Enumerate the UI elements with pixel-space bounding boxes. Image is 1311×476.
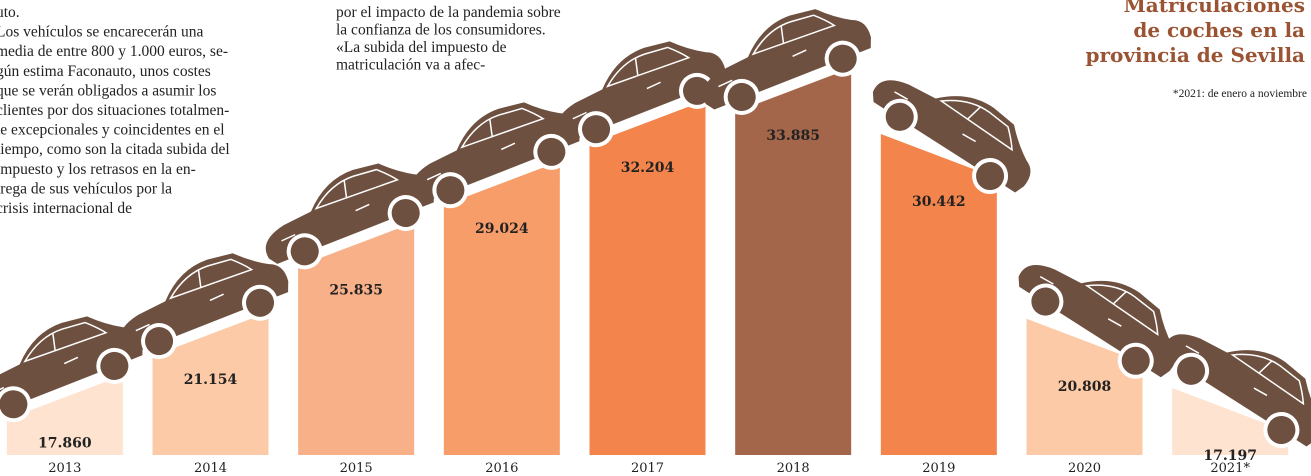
value-label: 33.885	[766, 128, 820, 144]
infographic: uto. Los vehículos se encarecerán una medi…	[0, 0, 1311, 476]
x-tick-label: 2015	[340, 461, 373, 476]
chart-title: provincia de Sevilla	[1085, 43, 1305, 67]
value-label: 21.154	[184, 372, 238, 388]
value-label: 17.860	[38, 435, 92, 451]
article-line: la confianza de los consumidores.	[336, 22, 546, 39]
chart-title: de coches en la	[1133, 18, 1305, 42]
x-tick-label: 2019	[922, 461, 955, 476]
article-line: por el impacto de la pandemia sobre	[336, 4, 561, 21]
article-line: «La subida del impuesto de	[336, 39, 507, 56]
article-line: media de entre 800 y 1.000 euros, se-	[0, 43, 228, 60]
article-line: tiempo, como son la citada subida del	[0, 141, 230, 158]
bar	[444, 161, 560, 455]
article-line: matriculación va a afec-	[336, 57, 485, 74]
article-line: clientes por dos situaciones totalmen-	[0, 102, 229, 119]
article-line: trega de sus vehículos por la	[0, 180, 172, 197]
x-tick-label: 2020	[1068, 461, 1101, 476]
value-label: 30.442	[912, 194, 966, 210]
value-label: 25.835	[329, 282, 383, 298]
bar	[590, 100, 706, 455]
article-line: crisis internacional de	[0, 200, 132, 217]
value-label: 32.204	[621, 160, 675, 176]
article-line: gún estima Faconauto, unos costes	[0, 63, 211, 80]
article-line: impuesto y los retrasos en la en-	[0, 161, 196, 178]
chart-title: Matriculaciones	[1124, 0, 1305, 17]
article-line: uto.	[0, 4, 20, 21]
x-tick-label: 2021*	[1210, 461, 1250, 476]
x-tick-label: 2014	[194, 461, 227, 476]
article-line: te excepcionales y coincidentes en el	[0, 122, 225, 139]
chart-note: *2021: de enero a noviembre	[1173, 88, 1307, 100]
article-line: Los vehículos se encarecerán una	[0, 24, 204, 41]
value-label: 29.024	[475, 221, 529, 237]
bar	[735, 68, 851, 455]
x-tick-label: 2018	[777, 461, 810, 476]
x-tick-label: 2013	[48, 461, 81, 476]
article-line: que se verán obligados a asumir los	[0, 82, 216, 99]
x-tick-label: 2016	[485, 461, 518, 476]
value-label: 20.808	[1058, 379, 1112, 395]
x-tick-label: 2017	[631, 461, 664, 476]
